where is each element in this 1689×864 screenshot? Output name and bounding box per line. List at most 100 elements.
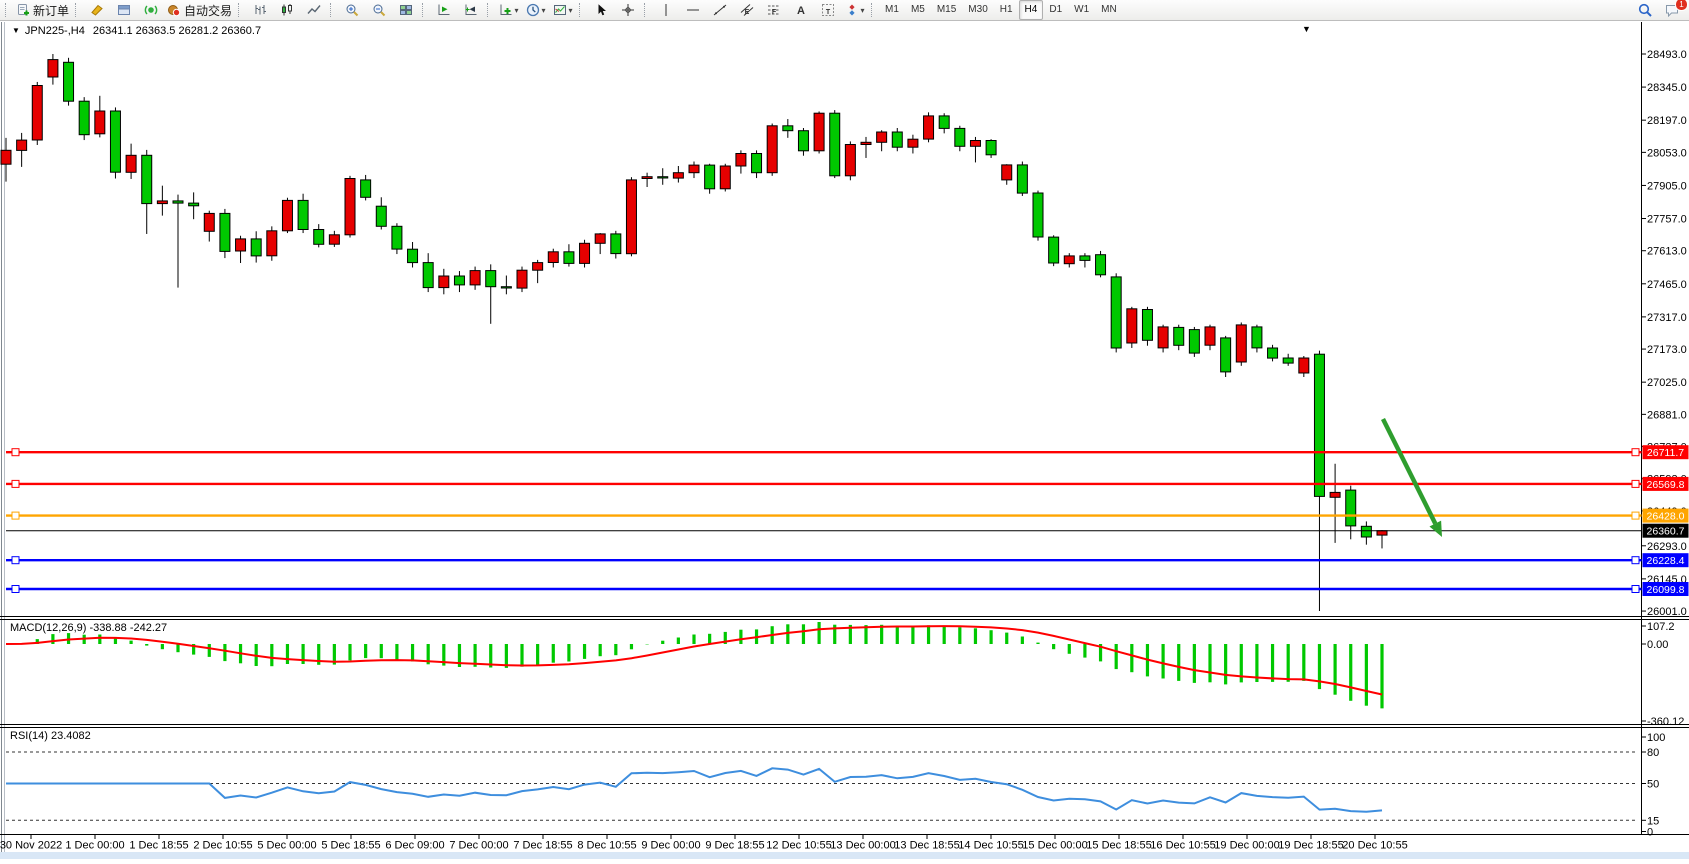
chart-canvas[interactable]: 28493.0 28345.0 28197.0 28053.0 27905.0 27757… (0, 21, 1689, 859)
text-button[interactable]: A (787, 0, 814, 20)
price-line-badge: 26228.4 (1642, 553, 1689, 568)
candle (313, 229, 325, 245)
line-handle[interactable] (11, 585, 20, 593)
timeframe-m30-button[interactable]: M30 (968, 4, 988, 15)
candlestick-chart-icon (281, 4, 292, 16)
vertical-line-button[interactable] (652, 0, 679, 20)
label-button[interactable]: T (814, 0, 841, 20)
new-order-button-label: 新订单 (33, 3, 70, 18)
svg-text:100: 100 (1647, 732, 1665, 744)
line-handle[interactable] (1631, 479, 1640, 488)
channel-button[interactable]: E (733, 0, 760, 20)
signals-button[interactable] (137, 0, 164, 20)
timeframe-m15-button[interactable]: M15 (936, 4, 957, 15)
arrow-annotation[interactable] (1380, 417, 1442, 537)
chat-button[interactable]: 1 (1658, 0, 1688, 20)
line-handle[interactable] (1631, 448, 1640, 457)
dropdown-arrow-icon[interactable]: ▾ (514, 5, 519, 15)
candle (203, 212, 215, 232)
line-handle[interactable] (11, 479, 20, 488)
svg-text:F: F (771, 9, 776, 16)
symbol-period-text: JPN225-,H4 (24, 25, 85, 37)
candle (547, 251, 559, 264)
svg-text:5 Dec 00:00: 5 Dec 00:00 (257, 840, 316, 852)
terminal-button[interactable] (110, 0, 137, 20)
candle (1345, 489, 1357, 527)
new-chart-button[interactable]: ▾ (495, 0, 522, 20)
new-order-button[interactable]: 新订单 (13, 0, 72, 20)
autotrading-button[interactable]: 自动交易 (164, 0, 235, 20)
metaeditor-button[interactable] (83, 0, 110, 20)
svg-text:15 Dec 18:55: 15 Dec 18:55 (1086, 840, 1151, 852)
candle (438, 275, 450, 289)
candlestick-chart-button[interactable] (273, 0, 300, 20)
autotrading-button-label: 自动交易 (184, 3, 233, 18)
candle (453, 275, 465, 286)
candle (219, 212, 231, 252)
timeframe-h1-button[interactable]: H1 (999, 4, 1013, 15)
template-button[interactable]: ▾ (549, 0, 576, 20)
horizontal-line-button[interactable] (679, 0, 706, 20)
crosshair-button[interactable] (614, 0, 641, 20)
line-chart-button[interactable] (300, 0, 327, 20)
fibonacci-button[interactable]: F (760, 0, 787, 20)
macd-indicator-label: MACD(12,26,9) -338.88 -242.27 (10, 622, 168, 634)
chart-shift-button[interactable] (457, 0, 484, 20)
zoom-in-button[interactable] (338, 0, 365, 20)
zoom-out-button[interactable] (365, 0, 392, 20)
cursor-button[interactable] (587, 0, 614, 20)
auto-scroll-button[interactable] (430, 0, 457, 20)
candle (391, 225, 403, 250)
chart-menu-arrow-icon[interactable]: ▼ (1302, 24, 1311, 34)
svg-text:27173.0: 27173.0 (1647, 344, 1687, 356)
macd-pane: 107.2 0.00 -360.12 (5, 621, 1684, 728)
candle (1173, 326, 1185, 346)
timeframe-m5-button[interactable]: M5 (910, 4, 925, 15)
svg-text:13 Dec 18:55: 13 Dec 18:55 (894, 840, 959, 852)
candle (751, 153, 763, 174)
svg-text:26569.8: 26569.8 (1647, 479, 1685, 491)
timeframe-d1-button[interactable]: D1 (1049, 4, 1063, 15)
period-button[interactable]: ▾ (522, 0, 549, 20)
zoom-out-icon (373, 4, 385, 17)
trendline-icon (713, 4, 726, 16)
line-handle[interactable] (11, 556, 20, 565)
trendline-button[interactable] (706, 0, 733, 20)
dropdown-arrow-icon[interactable]: ▾ (860, 5, 865, 15)
search-button[interactable] (1631, 0, 1658, 20)
svg-text:26293.0: 26293.0 (1647, 541, 1687, 553)
arrows-button[interactable]: ▾ (841, 0, 868, 20)
line-handle[interactable] (1631, 585, 1640, 593)
dropdown-arrow-icon[interactable]: ▾ (541, 5, 546, 15)
chart-expand-icon[interactable]: ▼ (12, 26, 20, 35)
svg-text:9 Dec 18:55: 9 Dec 18:55 (705, 840, 764, 852)
candle (281, 199, 293, 232)
line-handle[interactable] (1631, 511, 1640, 520)
window-bottom-strip (0, 852, 1689, 859)
candle (1001, 164, 1013, 181)
candle (829, 112, 841, 177)
channel-icon: E (740, 4, 753, 16)
tile-windows-button[interactable] (392, 0, 419, 20)
new-chart-icon (500, 4, 512, 15)
svg-text:14 Dec 10:55: 14 Dec 10:55 (958, 840, 1023, 852)
toolbar: 新订单 自动交易 ▾ ▾ ▾ E F A T ▾ M1 M5 M15 M30 H1 H4 D1 W1 MN 1 (0, 0, 1689, 21)
line-handle[interactable] (11, 511, 20, 520)
template-icon (553, 5, 566, 15)
chart-window[interactable]: 28493.0 28345.0 28197.0 28053.0 27905.0 27757… (0, 21, 1689, 859)
candle (1235, 324, 1247, 363)
svg-text:28493.0: 28493.0 (1647, 49, 1687, 61)
timeframe-w1-button[interactable]: W1 (1074, 4, 1090, 15)
toolbar-grip (75, 3, 79, 17)
terminal-icon (117, 5, 130, 15)
bar-chart-button[interactable] (246, 0, 273, 20)
line-handle[interactable] (1631, 556, 1640, 565)
dropdown-arrow-icon[interactable]: ▾ (568, 5, 573, 15)
timeframe-m1-button[interactable]: M1 (885, 4, 899, 15)
candle (610, 233, 622, 255)
svg-text:12 Dec 10:55: 12 Dec 10:55 (766, 840, 831, 852)
timeframe-mn-button[interactable]: MN (1101, 4, 1117, 15)
timeframe-h4-button[interactable]: H4 (1018, 0, 1044, 20)
line-handle[interactable] (11, 448, 20, 457)
candle (938, 115, 950, 129)
